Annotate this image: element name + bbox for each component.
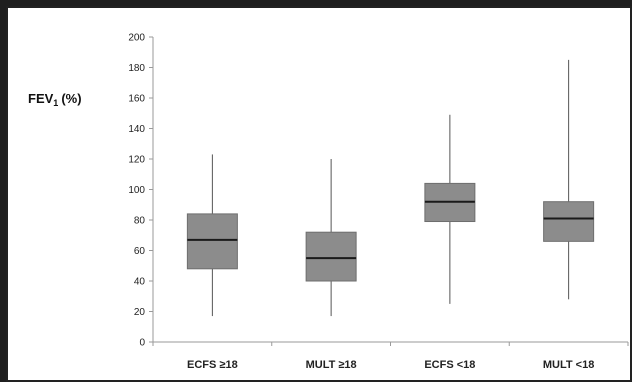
- y-tick-label: 120: [128, 155, 145, 166]
- box-3: [424, 114, 476, 304]
- y-tick-label: 100: [128, 185, 145, 196]
- box-1: [186, 154, 238, 317]
- y-tick-label: 0: [139, 338, 145, 349]
- axes: 0 20 40 60 80 100 120 140 160 180 200: [128, 33, 629, 349]
- box-plot-chart: FEV1 (%) 0 20 40 60 80 100 120 140 160 180 200 ECFS…: [28, 33, 629, 371]
- x-category-label: ECFS <18: [424, 359, 475, 371]
- boxes: [186, 59, 595, 317]
- box-4: [543, 59, 595, 300]
- chart-frame: FEV1 (%) 0 20 40 60 80 100 120 140 160 180 200 ECFS…: [6, 6, 632, 382]
- y-tick-label: 160: [128, 94, 145, 105]
- y-tick-label: 40: [134, 277, 146, 288]
- x-category-label: ECFS ≥18: [187, 359, 238, 371]
- iqr-box: [305, 231, 357, 282]
- y-tick-label: 80: [134, 216, 146, 227]
- y-tick-label: 200: [128, 33, 145, 44]
- x-axis-labels: ECFS ≥18 MULT ≥18 ECFS <18 MULT <18: [187, 359, 594, 371]
- x-category-label: MULT ≥18: [306, 359, 357, 371]
- y-tick-label: 180: [128, 63, 145, 74]
- y-tick-label: 140: [128, 124, 145, 135]
- y-axis-label: FEV1 (%): [28, 91, 82, 108]
- iqr-box: [186, 213, 238, 270]
- box-2: [305, 159, 357, 317]
- y-tick-label: 60: [134, 246, 146, 257]
- iqr-box: [543, 201, 595, 242]
- y-tick-label: 20: [134, 307, 146, 318]
- x-category-label: MULT <18: [543, 359, 594, 371]
